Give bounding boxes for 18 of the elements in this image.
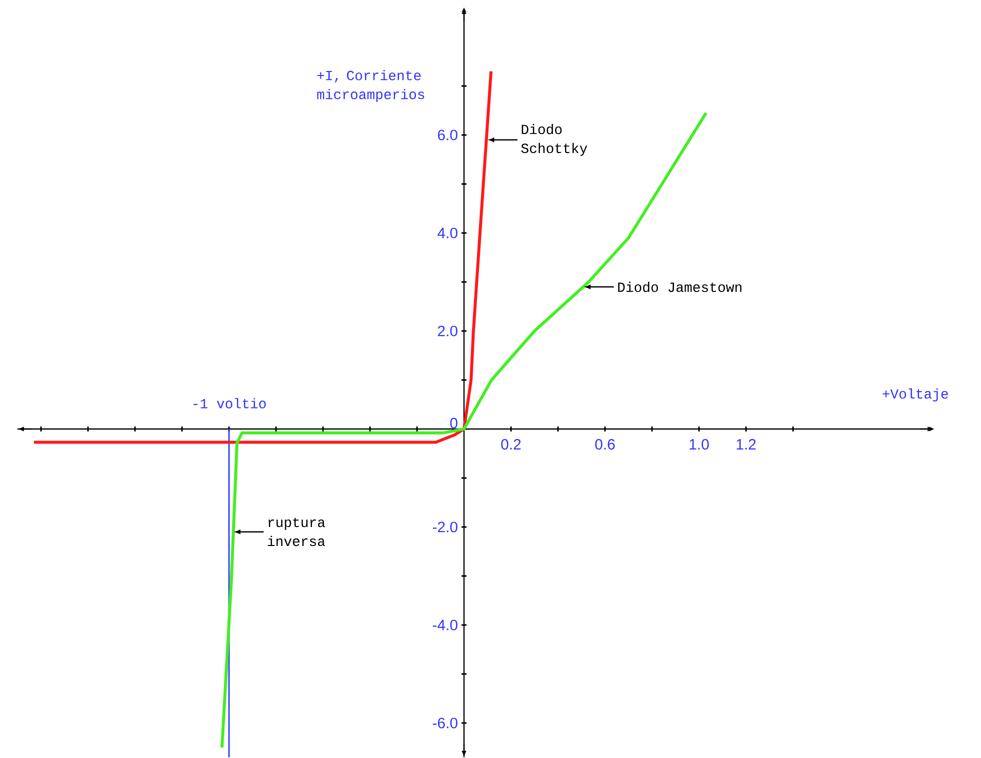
y-tick-label: -6.0 [432,718,458,728]
ref-line-label: -1 voltio [194,398,266,408]
annotation: Diodo Schottky [521,124,588,156]
y-tick-label: 4.0 [438,228,458,238]
x-axis-title: +Voltaje [882,388,948,402]
annotation: Diodo Jamestown [618,282,742,292]
y-tick-label: 2.0 [438,326,458,336]
y-tick-label: 0 [450,418,458,428]
y-tick-label: 6.0 [438,130,458,140]
x-tick-label: 0.2 [501,439,521,450]
line-series [32,70,493,444]
x-tick-label: 1.0 [690,439,709,450]
y-tick-label: -2.0 [432,522,458,532]
y-tick-label: -4.0 [432,620,458,630]
y-axis-title: +I, Corriente microamperios [317,70,424,102]
x-tick-label: 1.2 [736,439,756,450]
x-tick-label: 0.6 [595,439,615,450]
annotation: ruptura inversa [268,518,326,546]
